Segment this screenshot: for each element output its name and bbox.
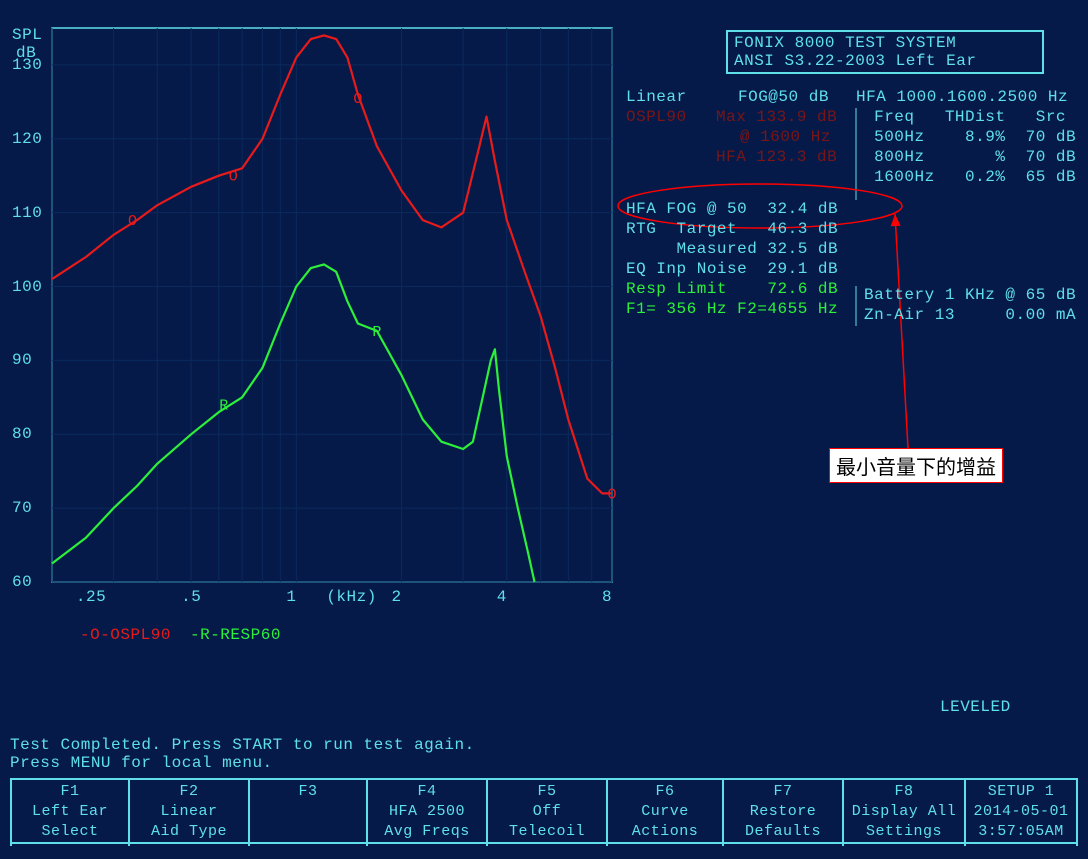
fkey-key: F8 <box>844 782 964 802</box>
fkey-l1: Left Ear <box>12 802 128 822</box>
fkey-l1: Off <box>488 802 606 822</box>
fkey-l1: Linear <box>130 802 248 822</box>
fkey-key: F2 <box>130 782 248 802</box>
fkey-f4[interactable]: F4HFA 2500Avg Freqs <box>368 780 488 846</box>
status-bar: Test Completed. Press START to run test … <box>10 736 1078 772</box>
annotation-callout: 最小音量下的增益 <box>829 448 1003 483</box>
system-title-1: FONIX 8000 TEST SYSTEM <box>734 34 1036 52</box>
svg-text:O: O <box>607 486 616 503</box>
svg-text:O: O <box>353 91 362 108</box>
fkey-key: F6 <box>608 782 722 802</box>
fkey-f5[interactable]: F5OffTelecoil <box>488 780 608 846</box>
fkey-l2: 3:57:05AM <box>966 822 1076 842</box>
status-line2: Press MENU for local menu. <box>10 754 1078 772</box>
fkey-key: F5 <box>488 782 606 802</box>
fkey-l2: Defaults <box>724 822 842 842</box>
svg-text:O: O <box>229 169 238 186</box>
fkey-f3[interactable]: F3 <box>250 780 368 846</box>
system-title-box: FONIX 8000 TEST SYSTEM ANSI S3.22-2003 L… <box>726 30 1044 74</box>
fkey-f7[interactable]: F7RestoreDefaults <box>724 780 844 846</box>
svg-text:R: R <box>372 324 381 341</box>
fkey-l2: Telecoil <box>488 822 606 842</box>
leveled-status: LEVELED <box>940 698 1011 716</box>
fkey-l2: Actions <box>608 822 722 842</box>
fkey-l2: Aid Type <box>130 822 248 842</box>
fkey-key: F7 <box>724 782 842 802</box>
fkey-f2[interactable]: F2LinearAid Type <box>130 780 250 846</box>
fkey-l1: Display All <box>844 802 964 822</box>
status-line1: Test Completed. Press START to run test … <box>10 736 1078 754</box>
fkey-f8[interactable]: F8Display AllSettings <box>844 780 966 846</box>
fkey-l1: 2014-05-01 <box>966 802 1076 822</box>
fkey-f1[interactable]: F1Left EarSelect <box>10 780 130 846</box>
svg-text:R: R <box>219 398 228 415</box>
crt-screen: O O O O R R FONIX 8000 TEST SYSTEM ANSI S3.22… <box>0 0 1088 859</box>
fkey-l2: Settings <box>844 822 964 842</box>
fkey-l2: Select <box>12 822 128 842</box>
fkey-l2: Avg Freqs <box>368 822 486 842</box>
fkey-l1: HFA 2500 <box>368 802 486 822</box>
fkey-key: SETUP 1 <box>966 782 1076 802</box>
fkey-bar: F1Left EarSelectF2LinearAid TypeF3F4HFA … <box>10 778 1078 844</box>
system-title-2: ANSI S3.22-2003 Left Ear <box>734 52 1036 70</box>
fkey-key: F1 <box>12 782 128 802</box>
svg-text:O: O <box>128 213 137 230</box>
fkey-l1: Restore <box>724 802 842 822</box>
fkey-key: F4 <box>368 782 486 802</box>
fkey-key: F3 <box>250 782 366 802</box>
fkey-setup1[interactable]: SETUP 12014-05-013:57:05AM <box>966 780 1078 846</box>
fkey-f6[interactable]: F6CurveActions <box>608 780 724 846</box>
fkey-l1: Curve <box>608 802 722 822</box>
annotation-text: 最小音量下的增益 <box>836 457 996 479</box>
